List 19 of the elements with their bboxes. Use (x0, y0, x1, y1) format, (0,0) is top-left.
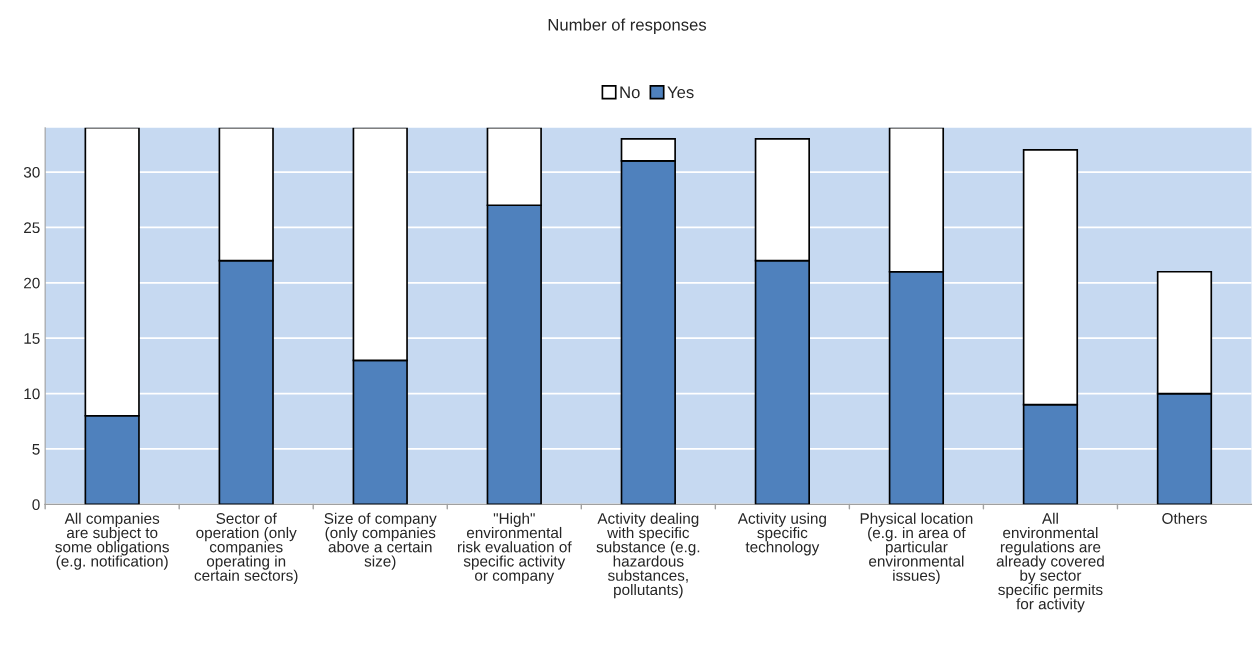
x-tick-label: Activity using specific technology (737, 512, 826, 556)
x-tick-label: Activity dealing with specific substance (e.g. hazardous substances, pollutants) (596, 512, 700, 599)
x-tick-label: "High" environmental risk evaluation of specific activity or company (457, 512, 572, 584)
chart-title: Number of responses (548, 18, 707, 34)
y-tick-label: 15 (24, 333, 40, 344)
x-tick-label: Physical location (e.g. in area of particular environmental issues) (860, 512, 973, 584)
x-tick-label: All companies are subject to some obligations (e.g. notification) (55, 512, 169, 570)
legend-label: Yes (667, 86, 694, 99)
y-tick-label: 30 (23, 166, 40, 178)
legend-label: No (620, 86, 640, 99)
x-tick-label: Size of company (only companies above a certain size) (324, 512, 437, 570)
y-tick-label: 10 (24, 388, 40, 400)
y-tick-label: 20 (24, 277, 40, 289)
x-tick-label: All environmental regulations are already covered by sector specific permits for activity (996, 512, 1104, 613)
y-tick-label: 5 (32, 443, 40, 455)
x-tick-label: Others (1162, 512, 1207, 524)
x-tick-label: Sector of operation (only companies operating in certain sectors) (194, 512, 298, 584)
y-tick-label: 25 (24, 222, 40, 234)
y-tick-label: 0 (32, 499, 40, 511)
